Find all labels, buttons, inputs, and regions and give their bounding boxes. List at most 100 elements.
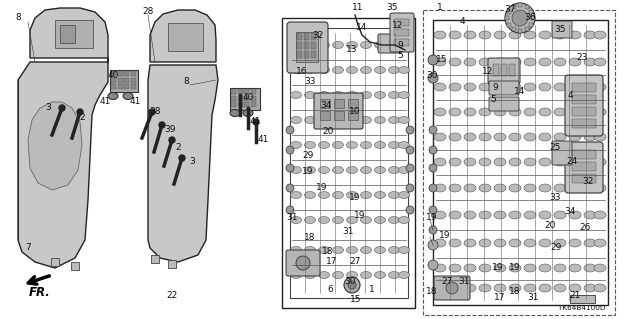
Circle shape [149,109,155,115]
Circle shape [348,281,356,289]
Ellipse shape [509,239,521,247]
Bar [505,16,509,20]
Text: 1: 1 [369,286,375,294]
Text: 31: 31 [342,227,354,236]
Text: 14: 14 [356,24,368,33]
Ellipse shape [434,83,446,91]
Bar [111,71,116,76]
FancyBboxPatch shape [286,250,320,276]
Text: 11: 11 [352,4,364,12]
Bar [493,64,499,76]
Bar [250,95,255,100]
Ellipse shape [374,116,385,123]
Ellipse shape [399,142,410,149]
Ellipse shape [584,239,596,247]
Text: 35: 35 [387,4,397,12]
Text: 31: 31 [458,278,470,286]
Ellipse shape [360,167,371,174]
Ellipse shape [539,184,551,192]
Bar [518,29,522,33]
Circle shape [428,240,438,250]
FancyBboxPatch shape [488,58,520,84]
Ellipse shape [319,142,330,149]
Bar [250,89,255,94]
Ellipse shape [434,284,446,292]
Ellipse shape [399,41,410,48]
Ellipse shape [346,271,358,278]
Ellipse shape [434,158,446,166]
Ellipse shape [388,142,399,149]
Ellipse shape [319,41,330,48]
Ellipse shape [569,58,581,66]
Ellipse shape [374,92,385,99]
Bar [348,111,358,120]
Ellipse shape [524,264,536,272]
Ellipse shape [319,92,330,99]
Bar [334,99,344,108]
Ellipse shape [479,239,491,247]
Ellipse shape [539,284,551,292]
Ellipse shape [388,217,399,224]
Ellipse shape [494,158,506,166]
Ellipse shape [388,116,399,123]
Bar [334,111,344,120]
Ellipse shape [569,184,581,192]
Ellipse shape [509,184,521,192]
Polygon shape [150,10,216,62]
Bar [296,32,318,62]
Ellipse shape [374,41,385,48]
Circle shape [429,226,437,234]
Bar [231,95,236,100]
FancyBboxPatch shape [552,141,572,165]
Ellipse shape [291,217,301,224]
Ellipse shape [360,116,371,123]
Text: 27: 27 [349,257,361,266]
Ellipse shape [464,58,476,66]
Text: 19: 19 [492,263,504,272]
FancyBboxPatch shape [378,34,402,53]
Ellipse shape [539,158,551,166]
Bar [55,20,93,48]
Ellipse shape [333,271,344,278]
FancyBboxPatch shape [552,21,572,38]
Bar [110,70,138,92]
Circle shape [429,146,437,154]
Text: 5: 5 [490,95,496,105]
Bar [320,111,330,120]
Ellipse shape [434,264,446,272]
Bar [231,89,236,94]
Ellipse shape [319,217,330,224]
Bar [168,260,176,268]
Ellipse shape [539,31,551,39]
Bar [311,33,316,40]
Text: 33: 33 [549,194,561,203]
Ellipse shape [319,271,330,278]
Ellipse shape [449,31,461,39]
Circle shape [296,256,310,270]
Circle shape [429,126,437,134]
Ellipse shape [399,217,410,224]
Circle shape [59,105,65,111]
Text: 17: 17 [494,293,506,302]
Ellipse shape [594,264,606,272]
Text: 35: 35 [554,26,566,34]
Ellipse shape [464,31,476,39]
Ellipse shape [360,247,371,254]
Text: 41: 41 [250,117,260,127]
Circle shape [428,55,438,65]
Ellipse shape [449,264,461,272]
Ellipse shape [594,83,606,91]
Ellipse shape [388,247,399,254]
Text: 3: 3 [45,103,51,113]
Ellipse shape [539,239,551,247]
Ellipse shape [333,247,344,254]
Text: 29: 29 [550,243,562,253]
Text: 18: 18 [304,234,316,242]
Ellipse shape [319,116,330,123]
Text: 22: 22 [166,291,178,300]
Bar [51,258,59,266]
Ellipse shape [464,264,476,272]
Bar [118,78,122,83]
Ellipse shape [374,142,385,149]
Text: 13: 13 [346,46,358,55]
